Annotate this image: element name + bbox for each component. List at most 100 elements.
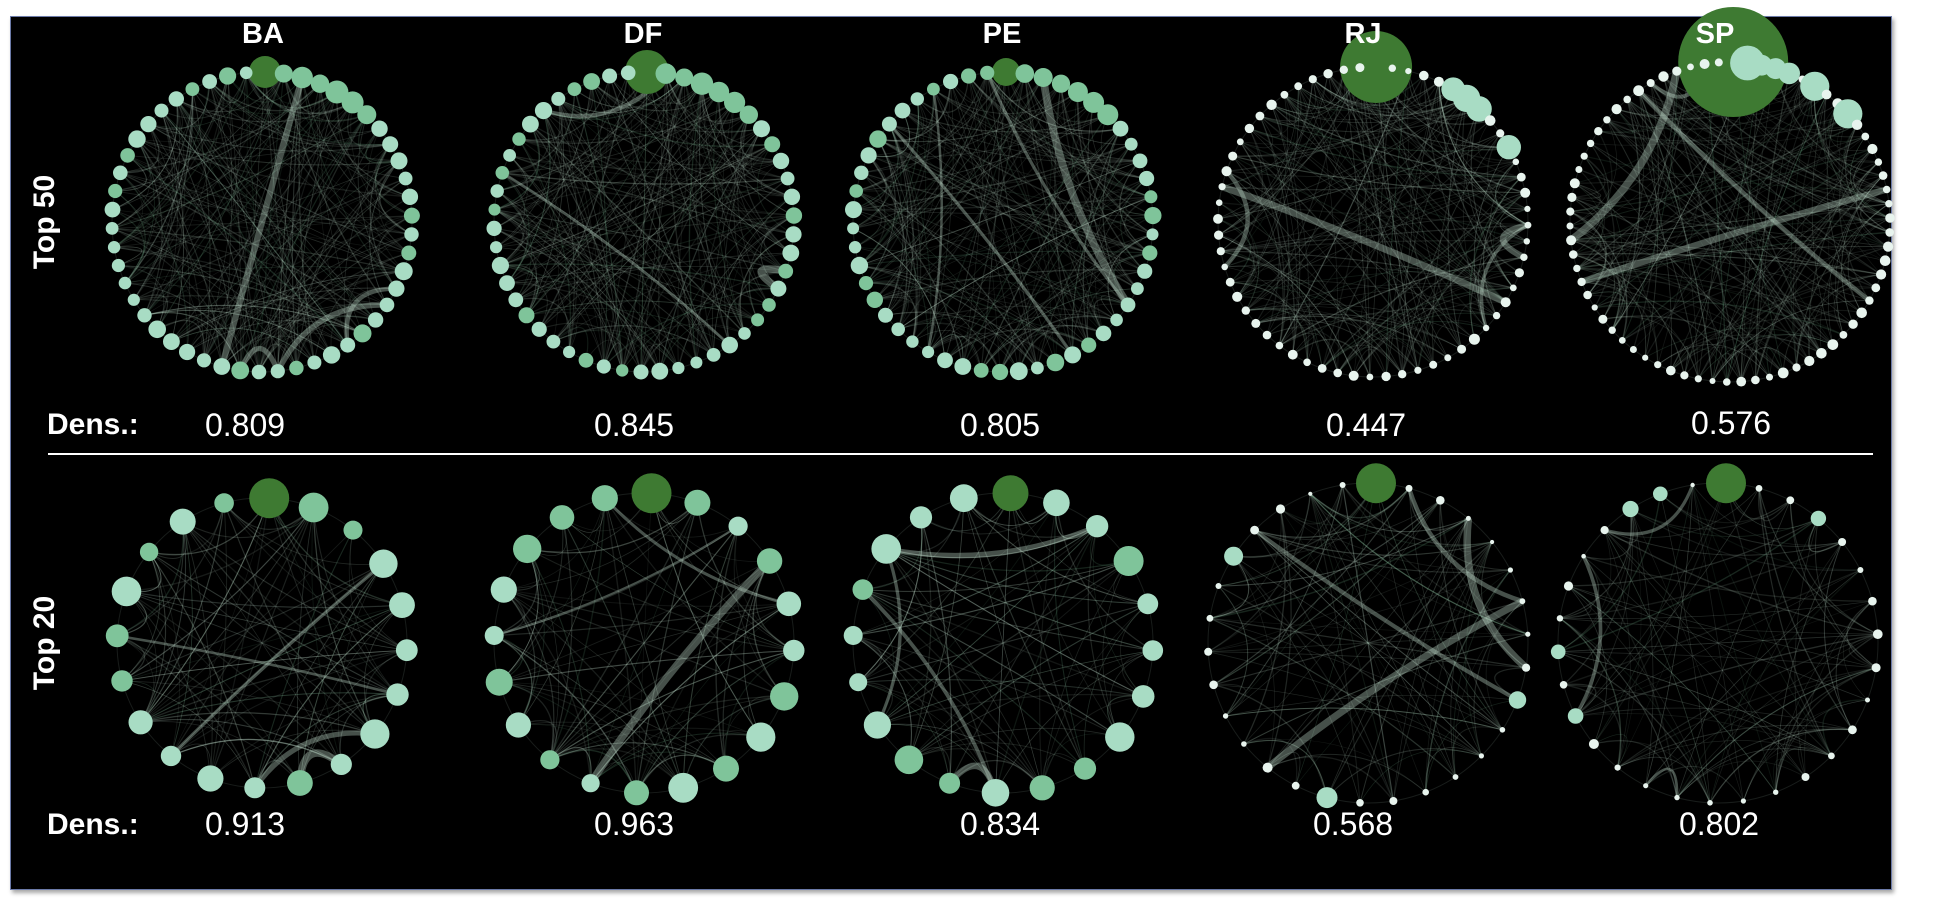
network-node (1633, 85, 1644, 97)
network-edge (499, 681, 637, 794)
network-node (291, 66, 313, 89)
network-edge (239, 303, 388, 371)
network-edge (1559, 555, 1600, 619)
network-edge (124, 89, 194, 284)
network-edge (980, 288, 1138, 371)
network-edge (852, 228, 946, 361)
network-edge (590, 502, 698, 784)
network-edge (1617, 667, 1877, 769)
network-edge (1815, 518, 1877, 669)
network-edge (1218, 585, 1249, 717)
network-edge (1218, 585, 1249, 717)
network-edge (859, 265, 1073, 356)
network-edge (493, 72, 629, 229)
network-edge (1808, 274, 1882, 362)
network-edge (1221, 186, 1323, 369)
network-edge (1225, 707, 1503, 731)
network-node (1500, 297, 1511, 308)
network-edge (1559, 508, 1632, 619)
network-edge (1267, 753, 1427, 793)
network-edge (1662, 76, 1742, 382)
network-node (860, 147, 877, 164)
network-edge (258, 102, 353, 373)
network-edge (1645, 667, 1877, 786)
network-edge (677, 83, 703, 369)
network-edge (1593, 483, 1727, 745)
network-edge (640, 77, 685, 373)
network-edge (493, 634, 684, 789)
network-edge (170, 563, 384, 757)
network-edge (1254, 529, 1482, 757)
network-edge (857, 517, 923, 683)
network-edge (1575, 483, 1727, 717)
network-edge (1295, 483, 1377, 786)
network-edge (111, 228, 297, 369)
network-edge (115, 154, 147, 192)
network-edge (715, 525, 739, 769)
network-node (1666, 365, 1676, 376)
network-edge (121, 680, 376, 735)
network-edge (1683, 68, 1777, 376)
network-edge (115, 138, 152, 192)
network-edge (1243, 739, 1328, 798)
network-edge (1712, 300, 1870, 382)
network-node (1139, 170, 1155, 187)
network-edge (494, 209, 786, 272)
network-edge (499, 81, 593, 266)
network-edge (1255, 120, 1491, 324)
network-edge (1239, 141, 1286, 346)
network-edge (877, 724, 996, 793)
network-edge (126, 590, 342, 765)
network-edge (1492, 161, 1522, 181)
network-edge (665, 73, 698, 363)
network-edge (112, 215, 412, 229)
network-edge (1845, 124, 1890, 233)
network-edge (696, 502, 795, 651)
network-edge (502, 110, 550, 174)
network-edge (862, 498, 965, 591)
network-edge (650, 493, 762, 738)
network-edge (885, 548, 1144, 697)
network-edge (752, 560, 785, 697)
network-edge (1645, 569, 1861, 786)
network-edge (1218, 483, 1377, 587)
network-edge (853, 196, 1151, 211)
network-edge (144, 178, 406, 316)
network-edge (499, 681, 761, 738)
network-edge (186, 143, 391, 353)
network-edge (995, 493, 1011, 793)
network-edge (1407, 71, 1529, 226)
network-edge (124, 89, 193, 284)
network-edge (1676, 760, 1806, 798)
network-edge (933, 88, 1147, 179)
network-node (1303, 358, 1311, 367)
network-edge (1342, 484, 1529, 635)
network-edge (1102, 128, 1129, 306)
network-edge (877, 123, 906, 149)
network-node (1466, 96, 1492, 122)
network-edge (1087, 526, 1121, 738)
network-edge (1230, 281, 1434, 366)
network-pe-top20 (843, 475, 1164, 807)
edge-layer (852, 71, 1154, 373)
network-edge (859, 264, 1038, 369)
network-edge (855, 190, 964, 367)
network-edge (1740, 217, 1891, 382)
network-edge (868, 110, 911, 157)
network-edge (140, 521, 186, 723)
network-edge (1218, 234, 1323, 369)
network-df-top50 (486, 50, 803, 380)
network-node (1643, 783, 1649, 789)
network-edge (927, 332, 1056, 363)
network-edge (112, 98, 178, 211)
network-node (1433, 76, 1444, 87)
network-edge (210, 694, 398, 779)
network-edge (526, 83, 703, 316)
network-edge (140, 649, 407, 723)
network-edge (865, 282, 907, 330)
network-edge (757, 267, 786, 289)
network-edge (1789, 500, 1877, 669)
network-edge (1676, 728, 1853, 798)
network-node (1878, 171, 1888, 180)
network-edge (1712, 334, 1833, 382)
